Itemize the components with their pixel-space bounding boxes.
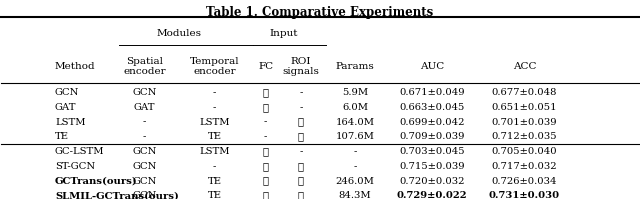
Text: ✓: ✓ xyxy=(298,132,304,141)
Text: -: - xyxy=(299,103,303,112)
Text: -: - xyxy=(213,88,216,97)
Text: -: - xyxy=(264,118,268,127)
Text: 0.720±0.032: 0.720±0.032 xyxy=(399,177,465,186)
Text: GCN: GCN xyxy=(132,147,157,156)
Text: GCN: GCN xyxy=(132,162,157,171)
Text: ST-GCN: ST-GCN xyxy=(55,162,95,171)
Text: Spatial
encoder: Spatial encoder xyxy=(123,57,166,76)
Text: -: - xyxy=(299,147,303,156)
Text: Params: Params xyxy=(336,62,374,71)
Text: GCTrans(ours): GCTrans(ours) xyxy=(55,177,138,186)
Text: 0.699±0.042: 0.699±0.042 xyxy=(399,118,465,127)
Text: ROI
signals: ROI signals xyxy=(282,57,319,76)
Text: 0.712±0.035: 0.712±0.035 xyxy=(492,132,557,141)
Text: TE: TE xyxy=(55,132,69,141)
Text: 0.709±0.039: 0.709±0.039 xyxy=(399,132,465,141)
Text: TE: TE xyxy=(207,177,221,186)
Text: ✓: ✓ xyxy=(262,88,269,97)
Text: SLMIL-GCTrans(ours): SLMIL-GCTrans(ours) xyxy=(55,191,179,199)
Text: 0.677±0.048: 0.677±0.048 xyxy=(492,88,557,97)
Text: ✓: ✓ xyxy=(262,147,269,156)
Text: GC-LSTM: GC-LSTM xyxy=(55,147,104,156)
Text: 164.0M: 164.0M xyxy=(335,118,374,127)
Text: GCN: GCN xyxy=(55,88,79,97)
Text: 0.671±0.049: 0.671±0.049 xyxy=(399,88,465,97)
Text: 107.6M: 107.6M xyxy=(336,132,374,141)
Text: Method: Method xyxy=(55,62,95,71)
Text: 0.703±0.045: 0.703±0.045 xyxy=(399,147,465,156)
Text: -: - xyxy=(299,88,303,97)
Text: -: - xyxy=(143,132,146,141)
Text: -: - xyxy=(353,147,357,156)
Text: GAT: GAT xyxy=(134,103,155,112)
Text: ✓: ✓ xyxy=(298,191,304,199)
Text: GAT: GAT xyxy=(55,103,76,112)
Text: -: - xyxy=(213,103,216,112)
Text: ✓: ✓ xyxy=(262,191,269,199)
Text: AUC: AUC xyxy=(420,62,444,71)
Text: 84.3M: 84.3M xyxy=(339,191,371,199)
Text: LSTM: LSTM xyxy=(200,118,230,127)
Text: GCN: GCN xyxy=(132,177,157,186)
Text: 0.731±0.030: 0.731±0.030 xyxy=(489,191,560,199)
Text: 0.663±0.045: 0.663±0.045 xyxy=(399,103,465,112)
Text: -: - xyxy=(213,162,216,171)
Text: Modules: Modules xyxy=(157,29,202,38)
Text: 0.729±0.022: 0.729±0.022 xyxy=(396,191,467,199)
Text: 246.0M: 246.0M xyxy=(336,177,374,186)
Text: TE: TE xyxy=(207,191,221,199)
Text: 0.726±0.034: 0.726±0.034 xyxy=(492,177,557,186)
Text: 0.717±0.032: 0.717±0.032 xyxy=(492,162,557,171)
Text: 0.701±0.039: 0.701±0.039 xyxy=(492,118,557,127)
Text: Temporal
encoder: Temporal encoder xyxy=(190,57,239,76)
Text: 5.9M: 5.9M xyxy=(342,88,368,97)
Text: ✓: ✓ xyxy=(262,177,269,186)
Text: 0.715±0.039: 0.715±0.039 xyxy=(399,162,465,171)
Text: Input: Input xyxy=(269,29,298,38)
Text: ✓: ✓ xyxy=(262,162,269,171)
Text: 6.0M: 6.0M xyxy=(342,103,368,112)
Text: ✓: ✓ xyxy=(298,177,304,186)
Text: ACC: ACC xyxy=(513,62,536,71)
Text: 0.651±0.051: 0.651±0.051 xyxy=(492,103,557,112)
Text: -: - xyxy=(143,118,146,127)
Text: ✓: ✓ xyxy=(262,103,269,112)
Text: -: - xyxy=(353,162,357,171)
Text: FC: FC xyxy=(258,62,273,71)
Text: GCN: GCN xyxy=(132,191,157,199)
Text: Table 1. Comparative Experiments: Table 1. Comparative Experiments xyxy=(206,6,434,19)
Text: GCN: GCN xyxy=(132,88,157,97)
Text: -: - xyxy=(264,132,268,141)
Text: ✓: ✓ xyxy=(298,118,304,127)
Text: LSTM: LSTM xyxy=(55,118,86,127)
Text: LSTM: LSTM xyxy=(200,147,230,156)
Text: ✓: ✓ xyxy=(298,162,304,171)
Text: 0.705±0.040: 0.705±0.040 xyxy=(492,147,557,156)
Text: TE: TE xyxy=(207,132,221,141)
